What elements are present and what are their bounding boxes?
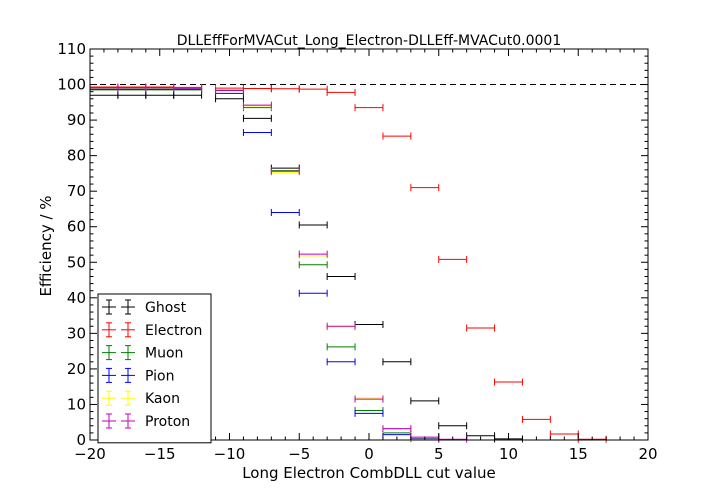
legend-entry-proton: Proton <box>102 413 190 430</box>
y-axis-title: Efficiency / % <box>37 195 55 296</box>
legend: Ghost Electron Muon Pion Kaon Proton <box>97 293 212 444</box>
y-tick-label: 110 <box>57 40 86 58</box>
data-point <box>382 425 412 433</box>
data-point <box>438 422 468 430</box>
data-point <box>298 289 328 297</box>
legend-label: Pion <box>145 368 174 384</box>
x-tick-label: −15 <box>144 445 176 463</box>
y-tick-label: 90 <box>67 111 86 129</box>
data-point <box>382 358 412 366</box>
y-tick-label: 50 <box>67 253 86 271</box>
y-tick-label: 70 <box>67 182 86 200</box>
data-point <box>410 184 440 192</box>
data-point <box>270 167 300 175</box>
data-point <box>173 84 203 92</box>
y-tick-label: 10 <box>67 395 86 413</box>
data-point <box>521 415 551 423</box>
y-tick-label: 20 <box>67 360 86 378</box>
legend-entry-ghost: Ghost <box>102 299 187 316</box>
x-tick-label: 5 <box>434 445 444 463</box>
data-point <box>298 221 328 229</box>
x-tick-label: 0 <box>364 445 374 463</box>
data-point <box>326 88 356 96</box>
data-point <box>438 255 468 263</box>
legend-label: Muon <box>145 346 183 362</box>
x-axis-title: Long Electron CombDLL cut value <box>242 464 496 482</box>
data-point <box>242 114 272 122</box>
legend-label: Ghost <box>145 300 187 316</box>
legend-label: Electron <box>145 323 202 339</box>
data-point <box>298 261 328 269</box>
data-point <box>270 209 300 217</box>
data-point <box>354 395 384 403</box>
legend-entry-electron: Electron <box>102 322 202 339</box>
y-tick-label: 60 <box>67 218 86 236</box>
x-tick-label: −10 <box>214 445 246 463</box>
data-point <box>326 322 356 330</box>
x-tick-label: −5 <box>288 445 310 463</box>
data-point <box>326 358 356 366</box>
y-tick-label: 40 <box>67 289 86 307</box>
axes: −20 −15 −10 −5 0 5 10 15 20 0 10 20 30 40 50 60 70 80 90 10… <box>57 40 657 463</box>
data-point <box>242 129 272 137</box>
legend-entry-muon: Muon <box>102 345 183 362</box>
data-point <box>494 378 523 386</box>
data-point <box>466 324 496 332</box>
data-point <box>298 250 328 258</box>
data-point <box>326 272 356 280</box>
data-point <box>215 86 244 94</box>
y-tick-label: 100 <box>57 76 86 94</box>
legend-entry-pion: Pion <box>102 367 174 384</box>
legend-entry-kaon: Kaon <box>102 390 180 407</box>
data-point <box>382 132 412 140</box>
legend-frame <box>97 293 212 444</box>
y-tick-label: 80 <box>67 147 86 165</box>
x-tick-label: 10 <box>499 445 518 463</box>
data-point <box>354 409 384 417</box>
data-point <box>410 397 440 405</box>
x-tick-label: −20 <box>74 445 106 463</box>
x-tick-label: 20 <box>638 445 657 463</box>
legend-label: Proton <box>145 414 190 430</box>
y-tick-label: 30 <box>67 324 86 342</box>
data-point <box>326 343 356 351</box>
chart-title: DLLEffForMVACut_Long_Electron-DLLEff-MVA… <box>177 33 561 49</box>
x-tick-label: 15 <box>569 445 588 463</box>
y-tick-label: 0 <box>76 431 86 449</box>
data-point <box>242 101 272 109</box>
data-point <box>354 104 384 112</box>
legend-label: Kaon <box>145 391 180 407</box>
